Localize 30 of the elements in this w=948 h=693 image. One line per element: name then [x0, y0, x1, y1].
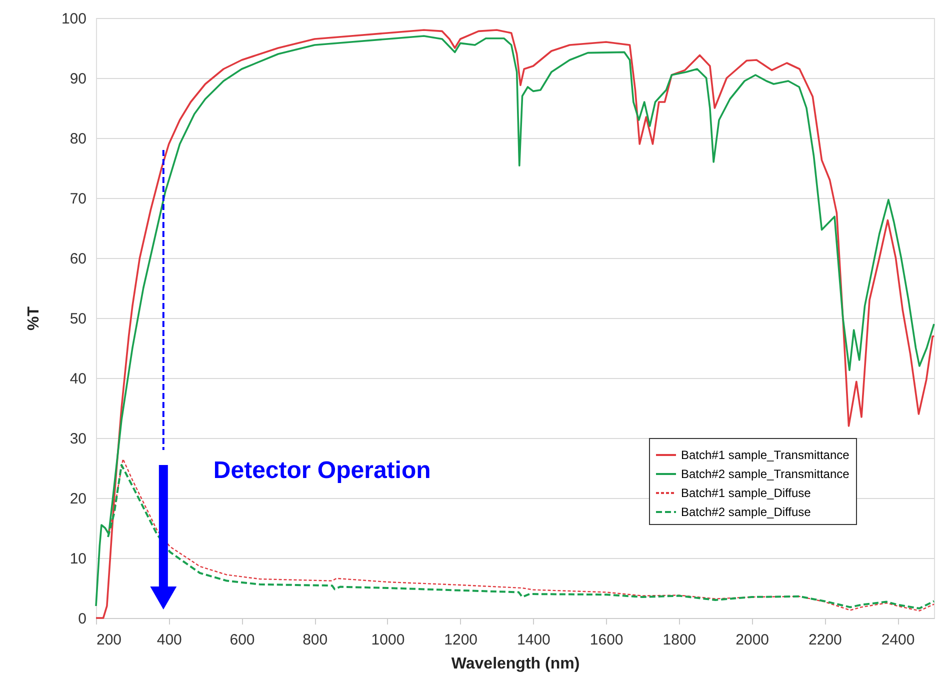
x-axis-title: Wavelength (nm)	[451, 656, 580, 672]
y-tick-label: 70	[70, 190, 86, 208]
x-tick-label: 1400	[517, 632, 550, 648]
x-tick-label: 2200	[808, 632, 842, 648]
y-tick-label: 60	[70, 250, 86, 268]
legend-label: Batch#2 sample_Diffuse	[681, 505, 812, 519]
y-axis-title: %T	[25, 306, 42, 330]
x-tick-label: 1000	[371, 632, 405, 648]
y-tick-label: 30	[70, 430, 86, 448]
y-tick-label: 50	[70, 310, 86, 328]
y-tick-label: 10	[70, 550, 86, 568]
x-tick-label: 800	[302, 632, 328, 648]
legend-label: Batch#1 sample_Diffuse	[681, 486, 812, 500]
y-tick-label: 100	[61, 10, 86, 28]
legend-label: Batch#2 sample_Transmittance	[681, 467, 850, 481]
x-tick-label: 1200	[444, 632, 478, 648]
x-tick-label: 200	[96, 632, 122, 648]
x-tick-label: 2400	[881, 632, 915, 648]
annotation: Detector Operation	[213, 457, 431, 484]
x-tick-label: 2000	[736, 632, 770, 648]
y-tick-label: 90	[70, 70, 86, 88]
y-tick-label: 20	[70, 490, 86, 508]
y-tick-label: 0	[78, 610, 86, 628]
x-tick-label: 1800	[662, 632, 696, 648]
y-tick-label: 80	[70, 130, 86, 148]
x-tick-label: 1600	[590, 632, 624, 648]
x-tick-label: 400	[156, 632, 182, 648]
x-tick-label: 600	[230, 632, 255, 648]
y-tick-label: 40	[70, 370, 86, 388]
legend-label: Batch#1 sample_Transmittance	[681, 448, 850, 462]
